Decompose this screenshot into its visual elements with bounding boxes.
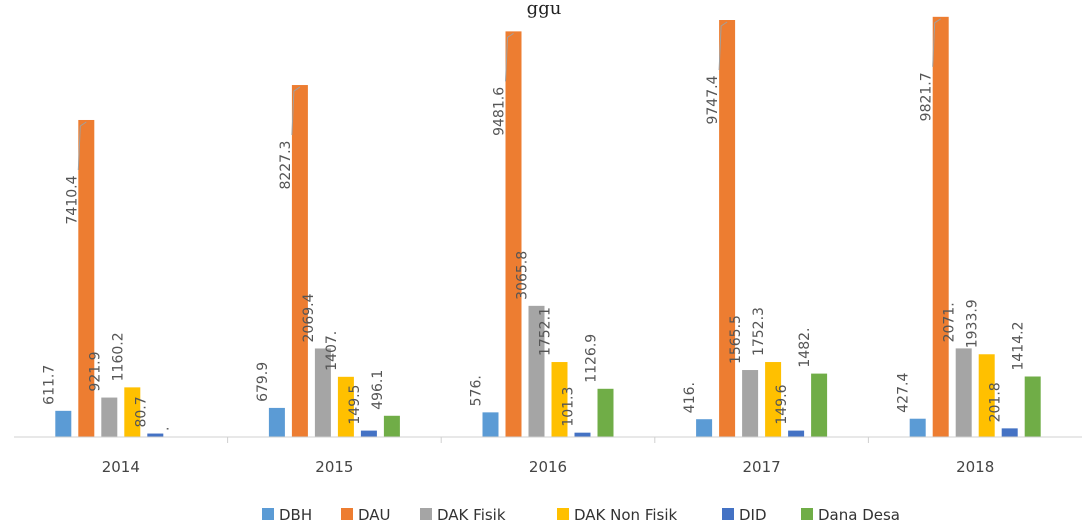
legend-label-dak-fisik: DAK Fisik xyxy=(437,506,506,524)
bar-dau-2015 xyxy=(291,85,308,437)
data-label-did-2015: 149.5 xyxy=(347,385,363,425)
legend-label-dbh: DBH xyxy=(279,506,312,524)
legend-swatch-dak-fisik xyxy=(420,508,432,520)
leader-line-dau-2015 xyxy=(291,86,301,136)
bar-did-2018 xyxy=(1001,428,1018,437)
legend: DBH DAU DAK Fisik DAK Non Fisik DID Dana Desa xyxy=(262,506,900,524)
bar-dau-2014 xyxy=(78,119,95,437)
data-label-dak-non-fisik-2015: 1407. xyxy=(324,331,340,371)
data-label-dak-fisik-2015: 2069.4 xyxy=(301,293,317,342)
data-label-dak-fisik-2018: 2071. xyxy=(942,302,958,342)
data-label-dau-2014: 7410.4 xyxy=(64,175,80,224)
data-label-dana-desa-2014: . xyxy=(156,427,172,431)
bar-dak-non-fisik-2015 xyxy=(337,376,354,437)
data-label-dau-2016: 9481.6 xyxy=(492,87,508,136)
data-label-did-2016: 101.3 xyxy=(561,387,577,427)
data-label-dak-non-fisik-2014: 1160.2 xyxy=(110,332,126,381)
data-label-dak-non-fisik-2017: 1752.3 xyxy=(751,307,767,356)
chart-title-fragment: ggu xyxy=(527,0,562,19)
data-label-dau-2017: 9747.4 xyxy=(705,75,721,124)
bar-dau-2016 xyxy=(505,31,522,438)
data-label-did-2017: 149.6 xyxy=(774,384,790,424)
bar-dak-fisik-2015 xyxy=(314,348,331,437)
leader-line-dau-2016 xyxy=(505,32,514,82)
bar-did-2016 xyxy=(574,432,591,437)
bar-dbh-2014 xyxy=(55,410,72,437)
bar-dak-non-fisik-2018 xyxy=(978,354,995,437)
bar-dak-non-fisik-2014 xyxy=(124,387,141,437)
bar-dana-desa-2018 xyxy=(1024,376,1041,437)
data-label-dak-fisik-2014: 921.9 xyxy=(87,351,103,391)
x-axis-ticks: 2014 2015 2016 2017 2018 xyxy=(102,437,994,476)
legend-swatch-dana-desa xyxy=(801,508,813,520)
data-label-dak-non-fisik-2018: 1933.9 xyxy=(965,299,981,348)
data-label-dau-2015: 8227.3 xyxy=(278,141,294,190)
bar-did-2015 xyxy=(360,430,377,437)
legend-swatch-dbh xyxy=(262,508,274,520)
bar-dau-2017 xyxy=(719,20,736,438)
legend-swatch-dak-non-fisik xyxy=(557,508,569,520)
bar-dak-non-fisik-2016 xyxy=(551,362,568,437)
bar-did-2014 xyxy=(147,433,164,437)
bar-dak-fisik-2016 xyxy=(528,305,545,437)
x-tick-label-2014: 2014 xyxy=(102,458,140,476)
bar-did-2017 xyxy=(788,430,805,437)
data-label-dana-desa-2018: 1414.2 xyxy=(1011,322,1027,371)
data-label-dbh-2017: 416. xyxy=(682,382,698,413)
bar-dana-desa-2015 xyxy=(383,415,400,437)
bar-dak-fisik-2018 xyxy=(955,348,972,437)
bar-dak-non-fisik-2017 xyxy=(765,362,782,437)
data-label-did-2018: 201.8 xyxy=(988,382,1004,422)
x-tick-label-2018: 2018 xyxy=(956,458,994,476)
x-tick-label-2015: 2015 xyxy=(315,458,353,476)
leader-line-dau-2014 xyxy=(77,121,87,171)
bar-dbh-2015 xyxy=(268,407,285,437)
legend-swatch-dau xyxy=(341,508,353,520)
data-label-dbh-2014: 611.7 xyxy=(41,365,57,405)
leader-line-dau-2017 xyxy=(718,21,728,71)
data-label-dbh-2016: 576. xyxy=(469,375,485,406)
data-label-dana-desa-2015: 496.1 xyxy=(370,370,386,410)
legend-label-dak-non-fisik: DAK Non Fisik xyxy=(574,506,678,524)
bar-dak-fisik-2014 xyxy=(101,397,118,437)
data-label-dana-desa-2016: 1126.9 xyxy=(584,334,600,383)
bar-dbh-2018 xyxy=(909,418,926,437)
data-label-dana-desa-2017: 1482. xyxy=(797,328,813,368)
x-tick-label-2017: 2017 xyxy=(743,458,781,476)
legend-label-dau: DAU xyxy=(358,506,391,524)
bars-layer xyxy=(55,16,1041,438)
data-label-dak-fisik-2016: 3065.8 xyxy=(515,251,531,300)
data-label-dbh-2015: 679.9 xyxy=(255,362,271,402)
data-label-did-2014: 80.7 xyxy=(133,396,149,427)
data-labels-layer: 611.7 7410.4 921.9 1160.2 80.7. 679.9 8227.3 20… xyxy=(41,18,1027,431)
bar-dbh-2016 xyxy=(482,412,499,437)
bar-dbh-2017 xyxy=(696,419,713,437)
data-label-dbh-2018: 427.4 xyxy=(896,373,912,413)
legend-label-dana-desa: Dana Desa xyxy=(818,506,900,524)
bar-dana-desa-2017 xyxy=(811,373,828,437)
data-label-dak-fisik-2017: 1565.5 xyxy=(728,315,744,364)
legend-label-did: DID xyxy=(739,506,767,524)
data-label-dak-non-fisik-2016: 1752.1 xyxy=(538,307,554,356)
bar-dau-2018 xyxy=(932,16,949,438)
bar-dana-desa-2016 xyxy=(597,388,614,437)
leader-line-dau-2018 xyxy=(932,18,941,67)
bar-dak-fisik-2017 xyxy=(742,370,759,437)
x-tick-label-2016: 2016 xyxy=(529,458,567,476)
legend-swatch-did xyxy=(722,508,734,520)
data-label-dau-2018: 9821.7 xyxy=(919,72,935,121)
